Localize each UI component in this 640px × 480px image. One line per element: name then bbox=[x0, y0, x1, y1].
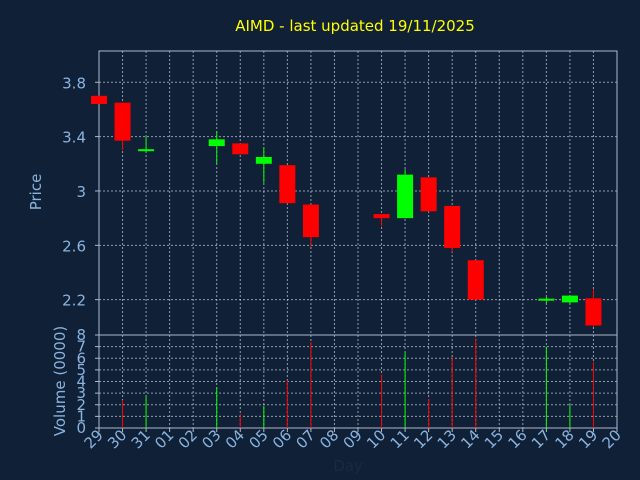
candle-body bbox=[138, 149, 155, 152]
day-axis-ticks: 2930310102030405060708091011121314151617… bbox=[81, 426, 625, 452]
candle-body bbox=[467, 260, 484, 300]
candle-body bbox=[444, 205, 461, 249]
price-axis-ticks: 3.8 3.4 3 2.6 2.2 bbox=[62, 74, 99, 310]
volume-series bbox=[122, 338, 594, 428]
chart-title: AIMD - last updated 19/11/2025 bbox=[235, 17, 475, 35]
candle-body bbox=[91, 95, 107, 104]
candle-body bbox=[373, 214, 390, 219]
candle-body bbox=[561, 295, 578, 303]
volume-tick-label: 1 bbox=[76, 407, 86, 425]
price-grid bbox=[99, 51, 617, 335]
price-tick-label: 3.8 bbox=[62, 74, 86, 92]
candle-body bbox=[255, 156, 272, 164]
volume-tick-label: 6 bbox=[76, 349, 86, 367]
volume-axis-label: Volume (0000) bbox=[51, 326, 69, 436]
volume-tick-label: 4 bbox=[76, 373, 86, 391]
price-tick-label: 2.2 bbox=[62, 292, 86, 310]
candle-body bbox=[232, 143, 249, 155]
candle-body bbox=[114, 102, 131, 141]
candle-body bbox=[279, 165, 296, 204]
candle-body bbox=[585, 298, 602, 326]
day-axis-label: Day bbox=[333, 457, 363, 475]
volume-tick-label: 5 bbox=[76, 361, 86, 379]
volume-tick-label: 0 bbox=[76, 419, 86, 437]
candle-body bbox=[538, 298, 555, 301]
volume-tick-label: 8 bbox=[76, 326, 86, 344]
candle-body bbox=[420, 177, 437, 212]
price-tick-label: 2.6 bbox=[62, 237, 86, 255]
price-tick-label: 3.4 bbox=[62, 129, 86, 147]
candlestick-series bbox=[91, 95, 602, 327]
price-tick-label: 3 bbox=[76, 183, 86, 201]
price-axis-label: Price bbox=[27, 174, 45, 211]
volume-tick-label: 3 bbox=[76, 384, 86, 402]
candle-body bbox=[397, 174, 414, 219]
candle-body bbox=[208, 139, 225, 147]
volume-tick-label: 7 bbox=[76, 338, 86, 356]
volume-tick-label: 2 bbox=[76, 396, 86, 414]
candle-body bbox=[302, 204, 319, 238]
